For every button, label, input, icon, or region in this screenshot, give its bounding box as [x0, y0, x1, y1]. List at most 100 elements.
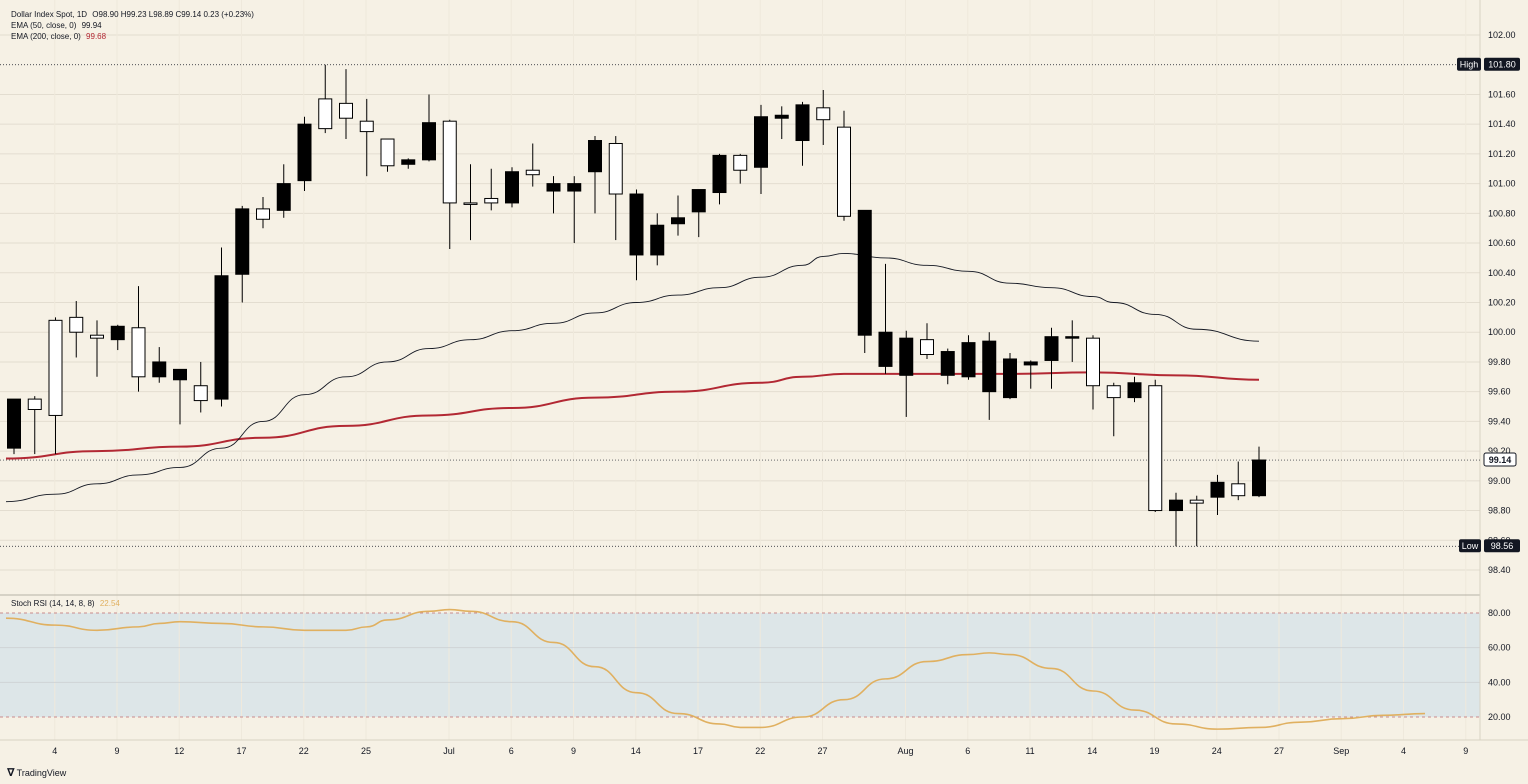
date-tick-label: Jul [443, 746, 455, 756]
candle [1231, 461, 1246, 501]
candle [256, 196, 270, 229]
candle [90, 320, 104, 377]
candle [774, 106, 789, 140]
candle-body [733, 154, 748, 171]
candle [837, 110, 851, 221]
candle [463, 164, 478, 241]
candle [484, 168, 499, 211]
candle-body [1023, 361, 1038, 366]
legend-stoch-value: 22.54 [99, 599, 120, 608]
price-tick-label: 101.40 [1488, 119, 1516, 129]
price-tick-label: 100.60 [1488, 238, 1516, 248]
last-price-value: 99.14 [1489, 455, 1512, 465]
candle [318, 64, 333, 134]
legend-symbol-name: Dollar Index Spot, 1D [11, 10, 88, 19]
legend-ema200[interactable]: EMA (200, close, 0) 99.68 [11, 32, 106, 41]
candle-body [193, 385, 208, 402]
candle [1189, 495, 1204, 547]
candle-body [235, 208, 250, 275]
date-tick-label: 11 [1025, 746, 1034, 756]
candle [339, 69, 353, 140]
footer-brand[interactable]: ∇ TradingView [7, 766, 66, 779]
candle-body [380, 138, 395, 167]
candle-body [214, 275, 229, 400]
candle [27, 396, 42, 455]
candle-body [857, 209, 872, 336]
date-tick-label: 25 [361, 746, 371, 756]
candle-body [961, 342, 976, 378]
candle [69, 301, 84, 358]
candles [7, 64, 1266, 547]
candle-body [318, 98, 333, 130]
candle-body [152, 361, 167, 378]
low-tag-label-box [1459, 539, 1481, 553]
high-tag: High 101.80 [1457, 57, 1520, 71]
candle-body [650, 224, 665, 256]
price-axis[interactable]: 102.00 101.60 101.40 101.20 101.00 100.80 100.… [1488, 30, 1516, 575]
legend-stoch[interactable]: Stoch RSI (14, 14, 8, 8) 22.54 [11, 599, 120, 608]
candle-body [671, 217, 685, 225]
candle [733, 153, 748, 184]
stoch-rsi-line [5, 608, 1426, 730]
candle [650, 213, 665, 266]
legend-ema50[interactable]: EMA (50, close, 0) 99.94 [11, 21, 102, 30]
footer-brand-text: TradingView [16, 767, 67, 778]
candle [131, 286, 146, 392]
candle-body [442, 120, 457, 204]
date-tick-label: 4 [52, 746, 57, 756]
date-tick-label: 6 [509, 746, 514, 756]
last-price-box [1483, 452, 1517, 467]
candle [110, 324, 125, 351]
candle [48, 317, 63, 455]
date-tick-label: 6 [965, 746, 970, 756]
date-tick-label: 9 [571, 746, 576, 756]
low-tag-value: 98.56 [1491, 541, 1514, 551]
candle [1086, 335, 1100, 410]
candle [401, 158, 416, 169]
price-tick-label: 99.40 [1488, 416, 1511, 426]
candle [567, 176, 582, 244]
candle [152, 347, 167, 383]
price-tick-label: 101.00 [1488, 179, 1516, 189]
candle-body [505, 171, 519, 204]
candle-body [422, 122, 436, 161]
candle [878, 263, 893, 374]
candle [1023, 360, 1038, 389]
candle-body [339, 102, 353, 119]
stoch-axis[interactable]: 80.00 60.00 40.00 20.00 [1488, 608, 1511, 722]
price-tick-label: 101.20 [1488, 149, 1516, 159]
candle-body [837, 126, 851, 217]
price-tick-label: 99.00 [1488, 476, 1511, 486]
date-tick-label: 22 [299, 746, 309, 756]
candle-body [588, 140, 602, 173]
legend-ema50-label: EMA (50, close, 0) [11, 21, 77, 30]
date-tick-label: 24 [1212, 746, 1222, 756]
candle-body [7, 398, 21, 449]
legend-symbol: Dollar Index Spot, 1D O98.90 H99.23 L98.… [11, 10, 254, 19]
candle-body [629, 193, 644, 256]
candle [297, 116, 312, 192]
candle-body [110, 325, 125, 341]
candle [1210, 474, 1225, 516]
candle-body [1252, 459, 1266, 497]
candle [691, 189, 706, 238]
candle [1252, 446, 1266, 498]
candle [1044, 327, 1059, 389]
candle [671, 195, 685, 236]
candle [235, 205, 250, 303]
candle-body [816, 107, 831, 121]
date-tick-label: 14 [1087, 746, 1097, 756]
candle [1169, 492, 1183, 547]
candle-body [1127, 382, 1142, 399]
candle [712, 153, 727, 205]
low-tag: Low 98.56 [1459, 539, 1520, 553]
date-tick-label: 14 [631, 746, 641, 756]
candle-body [546, 183, 561, 192]
date-tick-label: 4 [1401, 746, 1406, 756]
time-axis[interactable]: 4 9 12 17 22 25 Jul 6 9 14 17 22 27 Aug 6 11 14 19 24 27 Sep… [52, 746, 1468, 756]
candle-body [90, 334, 104, 339]
date-tick-label: 9 [114, 746, 119, 756]
high-low-lines [0, 64, 1480, 547]
legend-ohlc: O98.90 H99.23 L98.89 C99.14 0.23 (+0.23%… [92, 10, 254, 19]
